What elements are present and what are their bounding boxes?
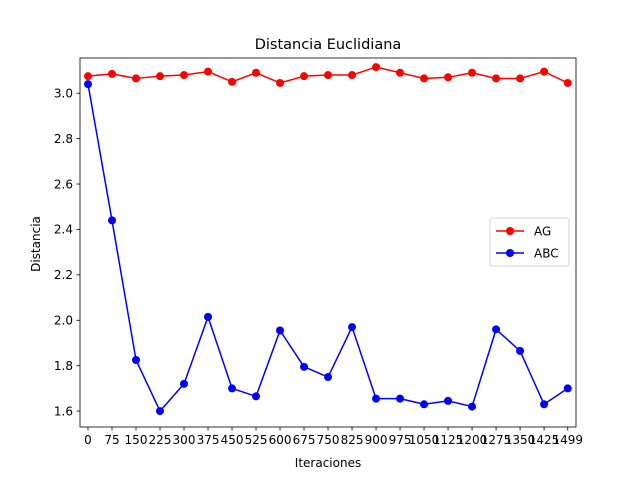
series-point-ag: [492, 74, 500, 82]
series-point-abc: [492, 325, 500, 333]
series-point-ag: [396, 69, 404, 77]
series-point-abc: [348, 323, 356, 331]
series-point-ag: [132, 74, 140, 82]
x-tick-label: 300: [173, 433, 196, 447]
series-point-abc: [180, 380, 188, 388]
series-point-ag: [228, 78, 236, 86]
x-tick-label: 225: [149, 433, 172, 447]
x-tick-label: 150: [125, 433, 148, 447]
x-tick-label: 0: [84, 433, 92, 447]
series-point-ag: [324, 71, 332, 79]
series-point-ag: [204, 68, 212, 76]
series-point-abc: [300, 363, 308, 371]
legend-marker-ag: [506, 227, 514, 235]
series-point-ag: [444, 73, 452, 81]
series-point-abc: [372, 395, 380, 403]
y-tick-label: 1.8: [54, 359, 73, 373]
series-point-abc: [420, 400, 428, 408]
x-tick-label: 75: [104, 433, 119, 447]
series-point-abc: [276, 326, 284, 334]
x-tick-label: 750: [317, 433, 340, 447]
x-tick-label: 525: [245, 433, 268, 447]
series-point-abc: [156, 407, 164, 415]
series-point-ag: [180, 71, 188, 79]
legend-label-ag: AG: [534, 224, 551, 238]
series-point-abc: [108, 216, 116, 224]
series-point-ag: [156, 72, 164, 80]
series-point-ag: [300, 72, 308, 80]
series-point-ag: [564, 79, 572, 87]
series-point-ag: [348, 71, 356, 79]
x-tick-label: 450: [221, 433, 244, 447]
y-tick-label: 1.6: [54, 404, 73, 418]
chart-title: Distancia Euclidiana: [255, 37, 402, 53]
series-point-ag: [252, 69, 260, 77]
series-point-abc: [516, 347, 524, 355]
series-point-abc: [564, 384, 572, 392]
series-point-ag: [468, 69, 476, 77]
x-tick-label: 600: [269, 433, 292, 447]
y-tick-label: 2.6: [54, 177, 73, 191]
y-tick-label: 2.8: [54, 132, 73, 146]
series-point-ag: [540, 68, 548, 76]
series-point-abc: [324, 373, 332, 381]
series-point-abc: [84, 80, 92, 88]
y-tick-label: 3.0: [54, 86, 73, 100]
y-axis-title: Distancia: [29, 216, 43, 272]
series-point-ag: [108, 70, 116, 78]
series-point-abc: [468, 403, 476, 411]
series-point-ag: [372, 63, 380, 71]
series-point-ag: [516, 74, 524, 82]
y-tick-label: 2.0: [54, 314, 73, 328]
series-point-abc: [396, 395, 404, 403]
series-point-ag: [276, 79, 284, 87]
x-tick-label: 1499: [552, 433, 583, 447]
series-point-abc: [132, 356, 140, 364]
x-axis-title: Iteraciones: [295, 456, 361, 470]
legend-label-abc: ABC: [534, 246, 559, 260]
legend: AG ABC: [490, 218, 569, 266]
x-tick-label: 375: [197, 433, 220, 447]
series-point-abc: [228, 384, 236, 392]
legend-marker-abc: [506, 249, 514, 257]
series-point-abc: [204, 313, 212, 321]
series-point-abc: [540, 400, 548, 408]
x-tick-label: 825: [341, 433, 364, 447]
x-tick-label: 675: [293, 433, 316, 447]
series-point-abc: [252, 392, 260, 400]
y-tick-label: 2.2: [54, 268, 73, 282]
x-tick-label: 900: [365, 433, 388, 447]
y-tick-label: 2.4: [54, 223, 73, 237]
series-point-ag: [420, 74, 428, 82]
series-point-ag: [84, 72, 92, 80]
series-point-abc: [444, 397, 452, 405]
